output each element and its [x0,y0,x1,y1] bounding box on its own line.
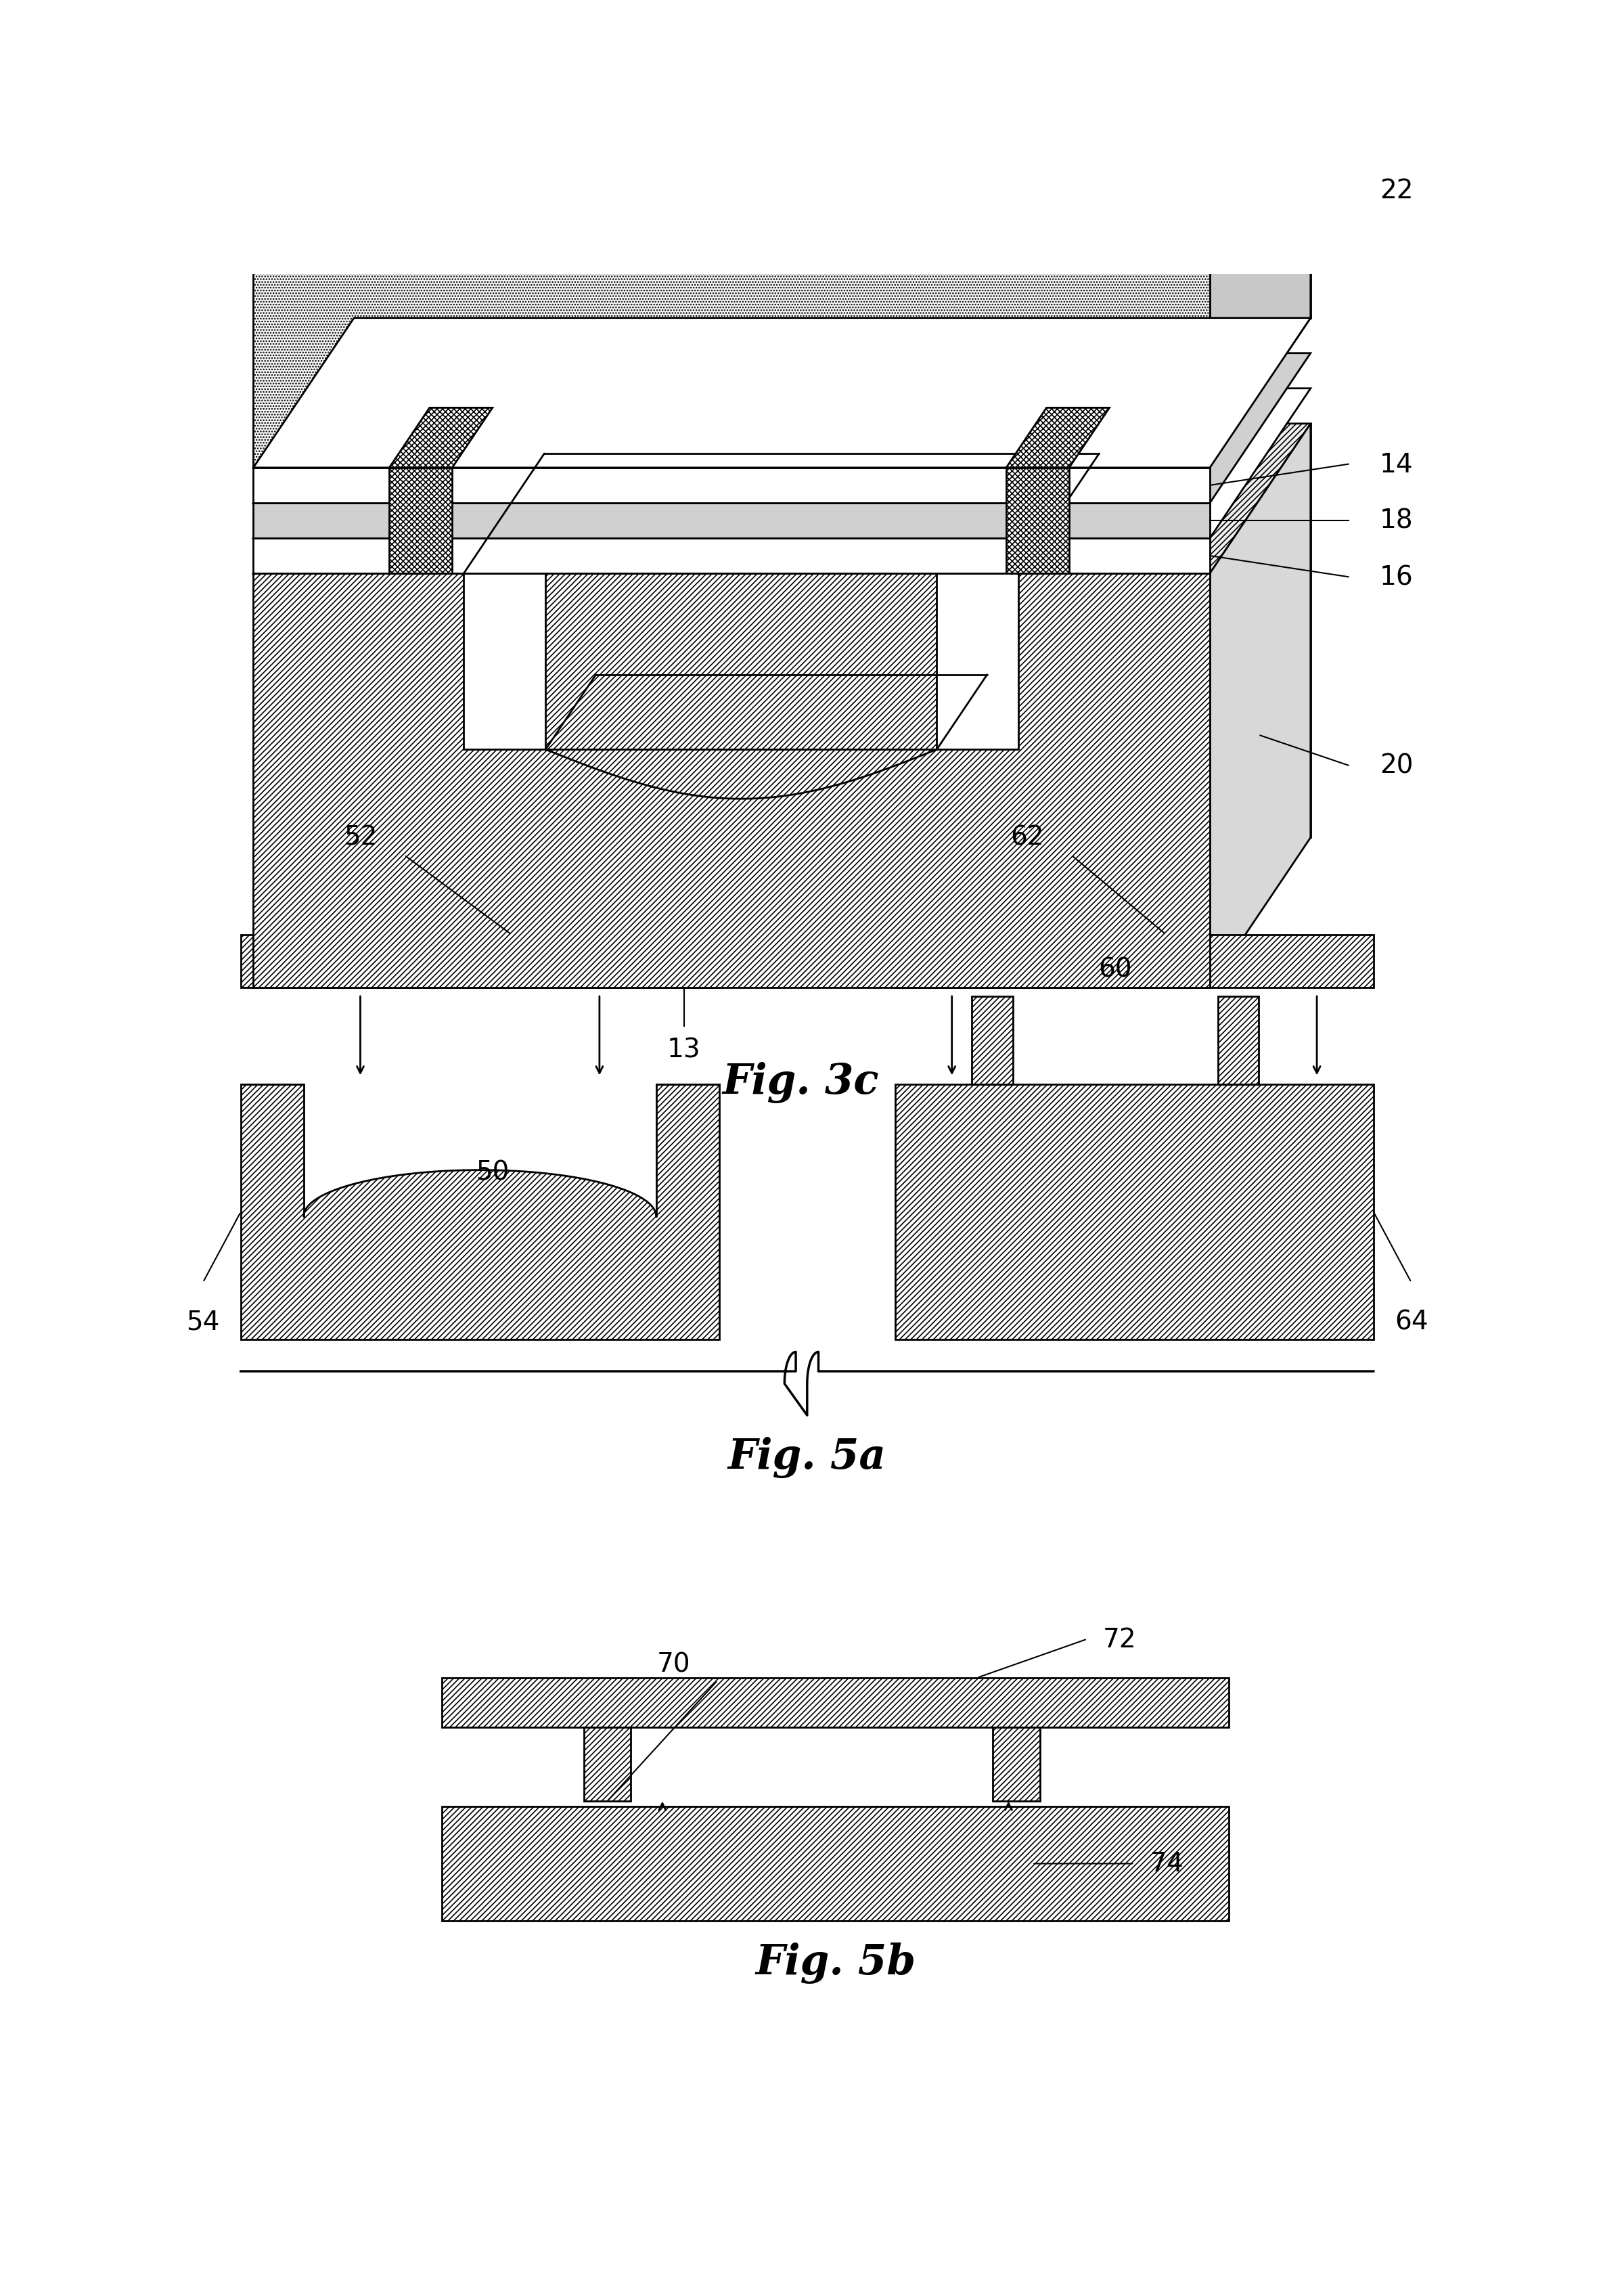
Polygon shape [971,997,1013,1084]
Polygon shape [253,389,1311,537]
Polygon shape [253,537,1210,574]
Polygon shape [1007,469,1069,574]
Polygon shape [253,423,1311,574]
Polygon shape [253,265,1210,469]
Text: 20: 20 [1380,752,1413,778]
Polygon shape [240,935,719,988]
Polygon shape [253,318,1311,469]
Text: 72: 72 [1103,1626,1137,1651]
Polygon shape [240,1084,719,1340]
Polygon shape [1218,997,1259,1084]
Text: Fig. 5a: Fig. 5a [728,1436,887,1477]
Polygon shape [390,469,451,574]
Text: 64: 64 [1395,1308,1427,1336]
Polygon shape [937,574,1018,750]
Polygon shape [895,1084,1374,1340]
Text: 13: 13 [667,1036,700,1063]
Text: 14: 14 [1380,453,1413,478]
Polygon shape [253,117,1311,265]
Polygon shape [895,935,1374,988]
Polygon shape [354,423,1311,837]
Text: 54: 54 [187,1308,219,1336]
Polygon shape [354,117,1311,318]
Polygon shape [253,354,1311,503]
Text: Fig. 3c: Fig. 3c [723,1061,879,1102]
Text: 18: 18 [1380,508,1413,533]
Text: 22: 22 [1380,178,1413,204]
Polygon shape [992,1727,1039,1802]
Polygon shape [442,1679,1229,1727]
Polygon shape [253,469,1210,503]
Text: 50: 50 [476,1160,510,1185]
Polygon shape [464,574,546,750]
Text: 70: 70 [656,1651,690,1676]
Polygon shape [1210,117,1311,469]
Text: 16: 16 [1380,565,1413,590]
Text: 60: 60 [1098,956,1132,983]
Polygon shape [304,1082,656,1217]
Polygon shape [1007,409,1109,469]
Text: 74: 74 [1150,1850,1184,1878]
Polygon shape [442,1807,1229,1921]
Text: 62: 62 [1010,826,1044,851]
Polygon shape [1210,423,1311,988]
Text: Fig. 5b: Fig. 5b [755,1942,916,1983]
Polygon shape [464,455,1099,574]
Polygon shape [390,409,492,469]
Polygon shape [583,1727,630,1802]
Text: 52: 52 [344,826,377,851]
Polygon shape [253,574,1210,988]
Polygon shape [253,503,1210,537]
